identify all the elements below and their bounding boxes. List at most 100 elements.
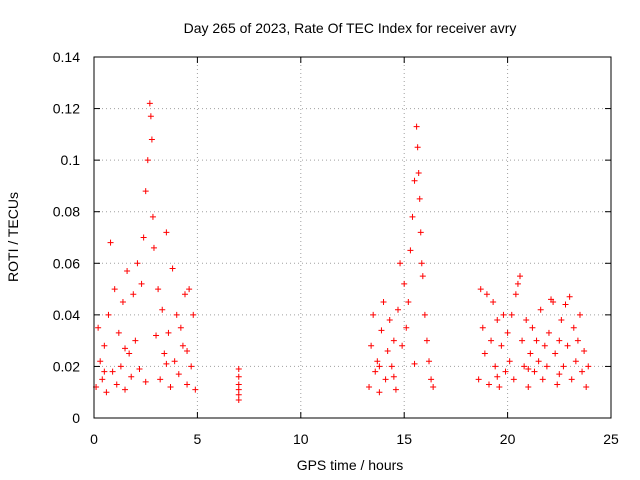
data-point <box>430 384 437 391</box>
data-point <box>175 371 182 378</box>
data-point <box>386 317 393 324</box>
data-point <box>173 311 180 318</box>
data-point <box>163 360 170 367</box>
data-point <box>418 260 425 267</box>
data-point <box>171 358 178 365</box>
data-point <box>382 376 389 383</box>
data-point <box>122 386 129 393</box>
data-point <box>409 213 416 220</box>
data-point <box>376 363 383 370</box>
data-point <box>368 342 375 349</box>
data-point <box>149 213 156 220</box>
data-point <box>568 376 575 383</box>
data-point <box>392 386 399 393</box>
data-point <box>537 306 544 313</box>
data-point <box>148 136 155 143</box>
data-point <box>545 329 552 336</box>
data-point <box>101 342 108 349</box>
data-point <box>502 368 509 375</box>
data-point <box>552 350 559 357</box>
data-point <box>390 373 397 380</box>
y-tick-label: 0.06 <box>53 255 80 271</box>
data-point <box>184 347 191 354</box>
data-point <box>504 329 511 336</box>
y-tick-label: 0.14 <box>53 49 80 65</box>
data-point <box>477 286 484 293</box>
data-point <box>97 358 104 365</box>
data-point <box>483 291 490 298</box>
data-point <box>122 345 129 352</box>
x-tick-label: 20 <box>500 431 516 447</box>
data-point <box>556 371 563 378</box>
data-point <box>399 342 406 349</box>
data-point <box>142 188 149 195</box>
data-point <box>403 324 410 331</box>
data-point <box>159 306 166 313</box>
y-axis-label: ROTI / TECUs <box>5 192 21 282</box>
data-point <box>376 389 383 396</box>
data-point <box>543 363 550 370</box>
data-point <box>506 358 513 365</box>
data-point <box>508 311 515 318</box>
data-point <box>416 195 423 202</box>
y-tick-label: 0.08 <box>53 204 80 220</box>
data-points <box>93 100 592 403</box>
data-point <box>138 280 145 287</box>
data-point <box>397 260 404 267</box>
data-point <box>157 376 164 383</box>
data-point <box>585 363 592 370</box>
data-point <box>562 301 569 308</box>
data-point <box>124 268 131 275</box>
data-point <box>235 386 242 393</box>
data-point <box>529 324 536 331</box>
data-point <box>411 177 418 184</box>
data-point <box>521 363 528 370</box>
data-point <box>572 358 579 365</box>
y-tick-label: 0 <box>72 410 80 426</box>
data-point <box>184 381 191 388</box>
data-point <box>366 384 373 391</box>
data-point <box>95 324 102 331</box>
data-point <box>161 350 168 357</box>
data-point <box>415 170 422 177</box>
data-point <box>566 293 573 300</box>
data-point <box>101 368 108 375</box>
data-point <box>490 298 497 305</box>
data-point <box>407 247 414 254</box>
data-point <box>411 360 418 367</box>
data-point <box>475 376 482 383</box>
data-point <box>523 317 530 324</box>
x-tick-label: 25 <box>603 431 619 447</box>
plot-frame <box>93 56 612 419</box>
data-point <box>109 368 116 375</box>
data-point <box>405 298 412 305</box>
data-point <box>130 291 137 298</box>
data-point <box>533 337 540 344</box>
data-point <box>525 384 532 391</box>
data-point <box>421 311 428 318</box>
axis-ticks: 0 5 10 15 20 25 0 0.02 0.04 0.06 0.08 0.1 0.12 0.14 <box>53 49 619 447</box>
data-point <box>181 291 188 298</box>
data-point <box>177 324 184 331</box>
data-point <box>519 337 526 344</box>
data-point <box>414 144 421 151</box>
data-point <box>186 286 193 293</box>
data-point <box>378 327 385 334</box>
data-point <box>413 123 420 130</box>
data-point <box>535 358 542 365</box>
data-point <box>165 329 172 336</box>
data-point <box>581 347 588 354</box>
data-point <box>541 342 548 349</box>
data-point <box>401 280 408 287</box>
data-point <box>134 260 141 267</box>
data-point <box>146 100 153 107</box>
data-point <box>388 363 395 370</box>
data-point <box>496 384 503 391</box>
data-point <box>512 291 519 298</box>
data-point <box>485 381 492 388</box>
data-point <box>481 350 488 357</box>
x-tick-label: 0 <box>90 431 98 447</box>
data-point <box>192 386 199 393</box>
data-point <box>479 324 486 331</box>
data-point <box>531 368 538 375</box>
